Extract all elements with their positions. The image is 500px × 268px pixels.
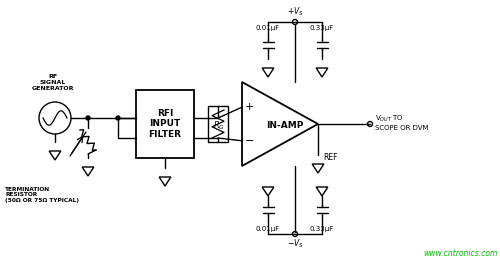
Text: 0.01μF: 0.01μF xyxy=(256,25,280,31)
Bar xyxy=(136,90,194,158)
Text: +$V_S$: +$V_S$ xyxy=(286,6,304,18)
Circle shape xyxy=(86,116,90,120)
Bar xyxy=(208,106,228,142)
Text: TERMINATION
RESISTOR
(50Ω OR 75Ω TYPICAL): TERMINATION RESISTOR (50Ω OR 75Ω TYPICAL… xyxy=(5,187,79,203)
Text: −$V_S$: −$V_S$ xyxy=(286,238,304,251)
Text: RFI
INPUT
FILTER: RFI INPUT FILTER xyxy=(148,109,182,139)
Text: $R_G$: $R_G$ xyxy=(213,120,225,132)
Text: www.cntronics.com: www.cntronics.com xyxy=(424,249,498,258)
Text: IN-AMP: IN-AMP xyxy=(266,121,304,131)
Circle shape xyxy=(292,20,298,24)
Text: 0.33μF: 0.33μF xyxy=(310,226,334,232)
Circle shape xyxy=(368,121,372,126)
Text: REF: REF xyxy=(323,152,338,162)
Text: 0.01μF: 0.01μF xyxy=(256,226,280,232)
Circle shape xyxy=(116,116,120,120)
Text: +: + xyxy=(245,102,254,112)
Text: 0.33μF: 0.33μF xyxy=(310,25,334,31)
Text: −: − xyxy=(245,136,254,146)
Text: V$_{OUT}$ TO
SCOPE OR DVM: V$_{OUT}$ TO SCOPE OR DVM xyxy=(375,113,428,131)
Text: RF
SIGNAL
GENERATOR: RF SIGNAL GENERATOR xyxy=(32,74,74,91)
Circle shape xyxy=(292,232,298,236)
